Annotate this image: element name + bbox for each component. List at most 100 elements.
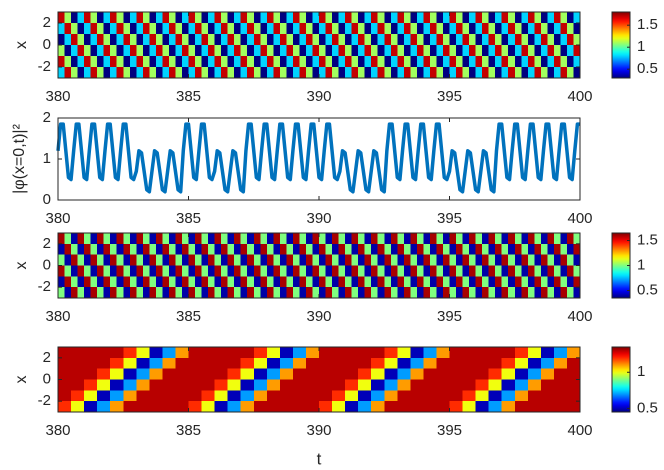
heatmap-cell (547, 23, 555, 35)
heatmap-cell (175, 347, 189, 359)
heatmap-cell (149, 23, 157, 35)
heatmap-cell (566, 347, 581, 359)
heatmap-cell (136, 287, 144, 299)
heatmap-cell (436, 34, 444, 46)
heatmap-cell (279, 379, 294, 391)
heatmap-cell (181, 34, 189, 46)
x-tick-label: 385 (176, 88, 201, 105)
heatmap-cell (495, 254, 502, 266)
heatmap-cell (214, 233, 222, 245)
heatmap-cell (436, 276, 444, 288)
heatmap-cell (469, 287, 476, 299)
heatmap-cell (58, 287, 65, 299)
heatmap-cell (397, 347, 411, 359)
heatmap-cell (566, 276, 574, 288)
x-tick-label: 395 (437, 308, 462, 325)
heatmap-cell (449, 23, 457, 35)
heatmap-cell (110, 368, 124, 380)
heatmap-cell (469, 45, 476, 57)
heatmap-cell (188, 357, 202, 369)
heatmap-cell (305, 34, 313, 46)
heatmap-cell (123, 390, 137, 402)
heatmap-cell (84, 243, 91, 255)
heatmap-cell (266, 243, 274, 255)
heatmap-cell (168, 276, 176, 288)
heatmap-cell (449, 379, 463, 391)
heatmap-cell (97, 276, 104, 288)
heatmap-cell (449, 233, 457, 245)
heatmap-cell (482, 12, 489, 24)
x-tick-label: 400 (567, 88, 592, 105)
heatmap-cell (84, 390, 98, 402)
heatmap-cell (462, 67, 470, 79)
heatmap-cell (527, 287, 535, 299)
x-tick-label: 400 (567, 422, 592, 439)
heatmap-cell (84, 23, 91, 35)
heatmap-cell (162, 34, 170, 46)
heatmap-cell (358, 379, 372, 391)
heatmap-cell (456, 45, 463, 57)
heatmap-cell (384, 379, 398, 391)
heatmap-cell (416, 276, 424, 288)
heatmap-cell (110, 401, 124, 413)
heatmap-cell (266, 12, 274, 24)
heatmap-cell (201, 347, 215, 359)
heatmap-cell (371, 23, 379, 35)
heatmap-cell (260, 265, 268, 277)
heatmap-cell (501, 45, 509, 57)
heatmap-cell (286, 254, 294, 266)
heatmap-cell (423, 243, 431, 255)
heatmap-cell (469, 233, 476, 245)
heatmap-cell (332, 276, 339, 288)
heatmap-cell (58, 347, 72, 359)
heatmap-cell (227, 12, 235, 24)
heatmap-cell (279, 67, 287, 79)
heatmap-cell (279, 368, 294, 380)
x-tick-label: 395 (437, 422, 462, 439)
heatmap-cell (449, 401, 463, 413)
heatmap-cell (103, 265, 111, 277)
heatmap-cell (214, 287, 222, 299)
heatmap-cell (181, 23, 189, 35)
heatmap-cell (279, 347, 294, 359)
heatmap-cell (305, 243, 313, 255)
heatmap-cell (299, 67, 307, 79)
heatmap-cell (266, 56, 274, 68)
heatmap-cell (488, 243, 496, 255)
heatmap-cell (462, 368, 476, 380)
colorbar (611, 11, 631, 79)
heatmap-cell (429, 265, 437, 277)
heatmap-cell (469, 265, 476, 277)
heatmap-cell (534, 12, 542, 24)
heatmap-cell (175, 254, 183, 266)
heatmap-cell (279, 45, 287, 57)
heatmap-cell (227, 287, 235, 299)
heatmap-cell (488, 390, 502, 402)
heatmap-cell (527, 390, 542, 402)
heatmap-cell (136, 34, 144, 46)
heatmap-cell (319, 45, 326, 57)
heatmap-cell (181, 243, 189, 255)
heatmap-cell (566, 12, 574, 24)
heatmap-cell (168, 233, 176, 245)
heatmap-cell (247, 276, 255, 288)
heatmap-cell (514, 67, 522, 79)
heatmap-cell (514, 56, 522, 68)
heatmap-cell (403, 276, 411, 288)
heatmap-cell (514, 12, 522, 24)
heatmap-cell (475, 368, 489, 380)
heatmap-cell (397, 243, 405, 255)
heatmap-cell (475, 56, 483, 68)
heatmap-cell (103, 254, 111, 266)
heatmap-cell (116, 243, 124, 255)
heatmap-cell (456, 243, 463, 255)
heatmap-cell (175, 357, 189, 369)
heatmap-cell (71, 67, 78, 79)
heatmap-cell (371, 390, 385, 402)
heatmap-cell (71, 12, 78, 24)
heatmap-cell (475, 23, 483, 35)
heatmap-cell (377, 67, 385, 79)
heatmap-cell (390, 243, 398, 255)
heatmap-cell (266, 390, 281, 402)
heatmap-cell (384, 67, 392, 79)
